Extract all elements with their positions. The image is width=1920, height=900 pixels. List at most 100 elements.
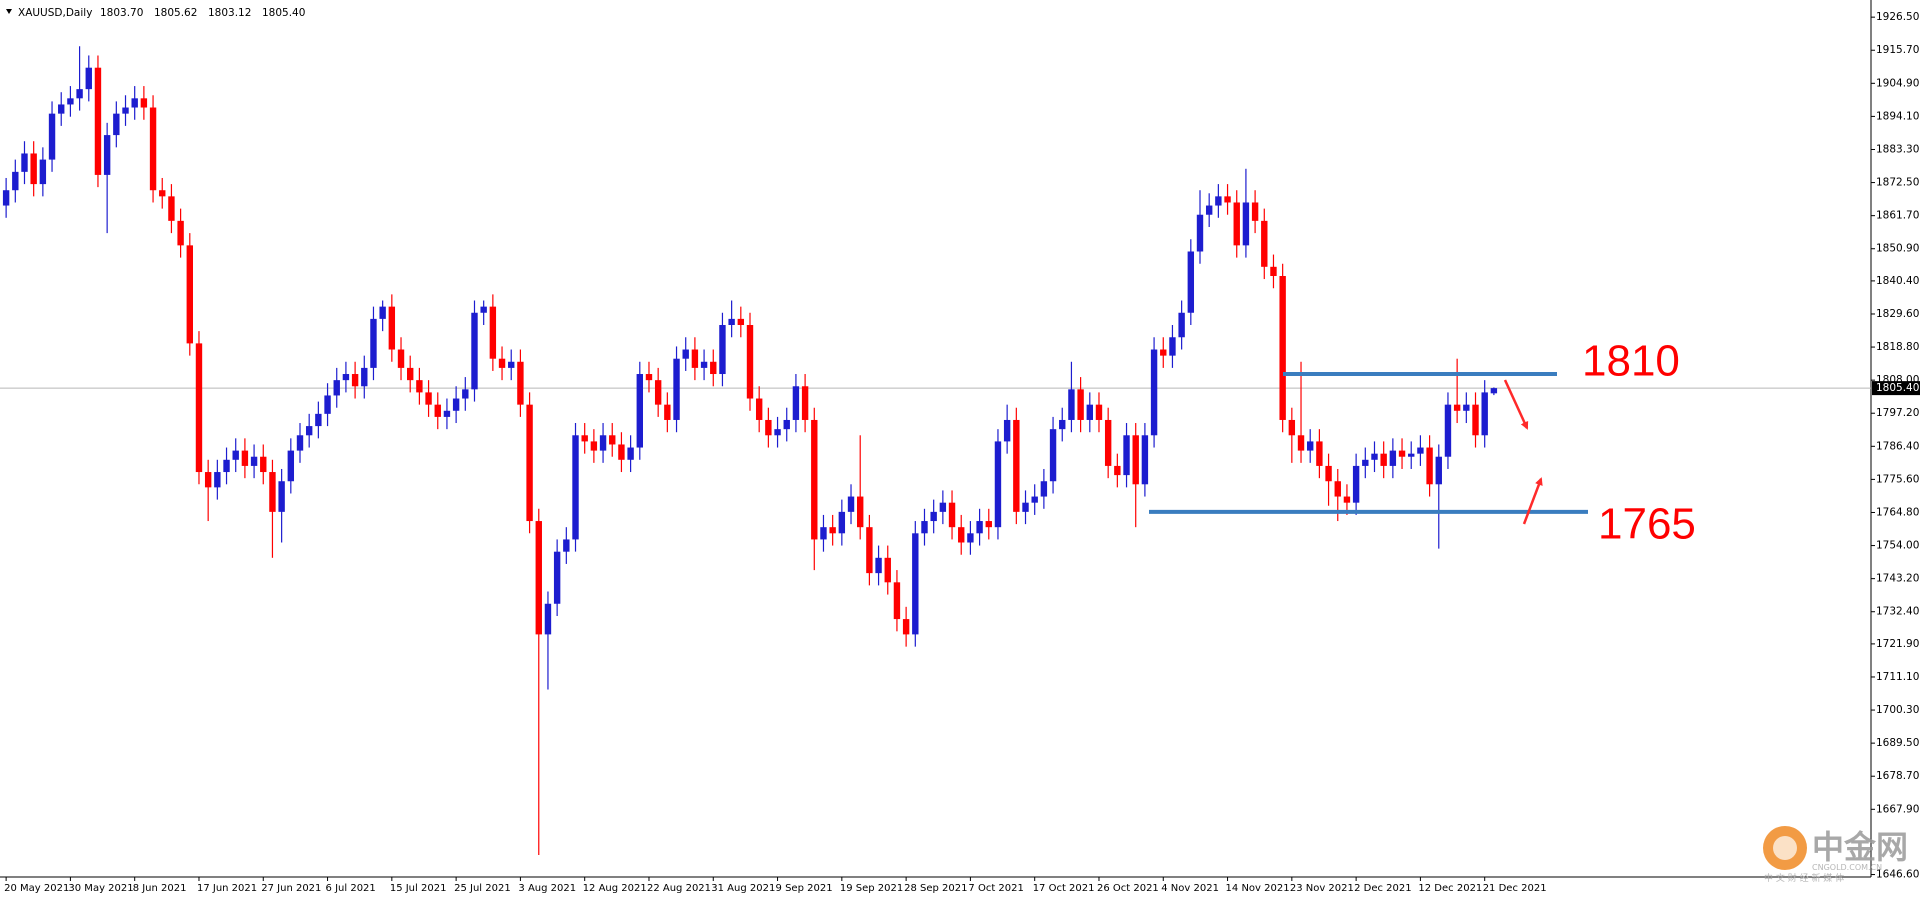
x-tick-label: 12 Dec 2021	[1418, 883, 1482, 894]
y-tick-label: 1700.30	[1876, 704, 1919, 716]
candle-body	[682, 349, 689, 359]
x-tick-label: 3 Aug 2021	[518, 883, 576, 894]
candle-body	[1453, 404, 1461, 411]
current-price-box	[1872, 381, 1920, 396]
candle-body	[315, 413, 322, 427]
candle-body	[425, 392, 432, 405]
y-tick-label: 1775.60	[1876, 473, 1919, 485]
candle-body	[526, 404, 533, 522]
watermark-brand: 中金网	[1812, 828, 1908, 866]
watermark-slogan: 中 文 财 经 新 媒 体	[1764, 872, 1844, 884]
candle-body	[1224, 196, 1231, 203]
candle-body	[930, 511, 937, 522]
x-tick-label: 8 Jun 2021	[133, 883, 187, 894]
candle-body	[884, 557, 891, 583]
arrow-down	[1503, 379, 1529, 430]
candle-body	[1132, 435, 1139, 485]
candle-body	[553, 551, 561, 604]
candle-body	[1233, 202, 1240, 246]
candle-body	[857, 496, 864, 528]
x-tick-label: 25 Jul 2021	[454, 883, 511, 894]
watermark-site: CNGOLD.COM.CN	[1812, 863, 1882, 872]
x-tick-label: 4 Nov 2021	[1161, 883, 1219, 894]
candle-body	[544, 603, 552, 635]
candle-body	[1123, 435, 1130, 476]
candle-body	[967, 533, 974, 543]
candle-body	[994, 441, 1002, 528]
candle-body	[342, 374, 350, 381]
candle-body	[480, 306, 487, 313]
y-tick-label: 1840.40	[1876, 275, 1919, 287]
current-price-label: 1805.40	[1876, 382, 1919, 394]
candle-body	[1297, 435, 1305, 451]
candle-body	[838, 511, 846, 534]
candles	[2, 46, 1498, 855]
y-tick-label: 1689.50	[1876, 737, 1919, 749]
candle-body	[21, 153, 28, 172]
candle-body	[599, 435, 607, 451]
y-tick-label: 1883.30	[1876, 143, 1919, 155]
candle-body	[287, 450, 295, 482]
candle-body	[1408, 453, 1415, 457]
x-tick-label: 21 Dec 2021	[1483, 883, 1547, 894]
candle-body	[875, 557, 882, 574]
annotations: 1810 1765	[1149, 337, 1696, 549]
y-tick-label: 1915.70	[1876, 44, 1919, 56]
candle-body	[1334, 481, 1341, 497]
x-tick-label: 26 Oct 2021	[1097, 883, 1159, 894]
candle-body	[902, 619, 910, 635]
candle-body	[186, 245, 193, 344]
candle-body	[1362, 459, 1369, 466]
candle-body	[1426, 447, 1433, 485]
candle-body	[912, 533, 919, 635]
candle-body	[581, 435, 588, 442]
x-tick-label: 2 Dec 2021	[1354, 883, 1412, 894]
header-price: 1805.62	[154, 7, 197, 19]
candle-body	[489, 306, 497, 359]
header-icon	[6, 9, 12, 14]
candle-body	[1169, 337, 1176, 356]
candle-body	[1435, 456, 1442, 485]
candle-body	[1389, 450, 1397, 466]
candle-body	[1160, 349, 1167, 356]
y-tick-label: 1797.20	[1876, 407, 1919, 419]
candle-body	[58, 104, 65, 114]
candle-body	[563, 539, 570, 552]
candle-body	[324, 395, 331, 414]
candle-body	[765, 419, 772, 436]
candle-body	[351, 374, 359, 387]
candle-body	[1371, 453, 1378, 460]
candle-body	[774, 429, 781, 436]
x-tick-label: 17 Oct 2021	[1033, 883, 1095, 894]
header-price: 1803.70	[100, 7, 143, 19]
candle-body	[700, 361, 708, 368]
x-tick-label: 14 Nov 2021	[1226, 883, 1290, 894]
candle-body	[1463, 404, 1470, 411]
x-tick-label: 20 May 2021	[4, 883, 69, 894]
candle-body	[140, 98, 148, 108]
candle-body	[462, 389, 469, 399]
candle-body	[1187, 251, 1195, 313]
candle-body	[452, 398, 460, 411]
candle-body	[801, 386, 809, 420]
y-tick-label: 1732.40	[1876, 606, 1919, 618]
candle-body	[1352, 465, 1360, 503]
candle-body	[1279, 275, 1286, 420]
candle-body	[1398, 450, 1406, 457]
candle-body	[710, 361, 717, 375]
candle-body	[305, 426, 313, 436]
candle-body	[416, 380, 423, 393]
candle-body	[948, 502, 956, 528]
candle-body	[1215, 196, 1222, 206]
candle-body	[618, 444, 625, 460]
candle-body	[269, 472, 276, 512]
arrow-up	[1522, 477, 1543, 525]
candle-body	[939, 502, 947, 512]
level-label: 1810	[1582, 337, 1680, 386]
candle-body	[443, 410, 451, 417]
level-label: 1765	[1598, 500, 1696, 549]
candle-body	[590, 441, 598, 451]
candle-body	[149, 107, 157, 191]
y-tick-label: 1904.90	[1876, 77, 1919, 89]
